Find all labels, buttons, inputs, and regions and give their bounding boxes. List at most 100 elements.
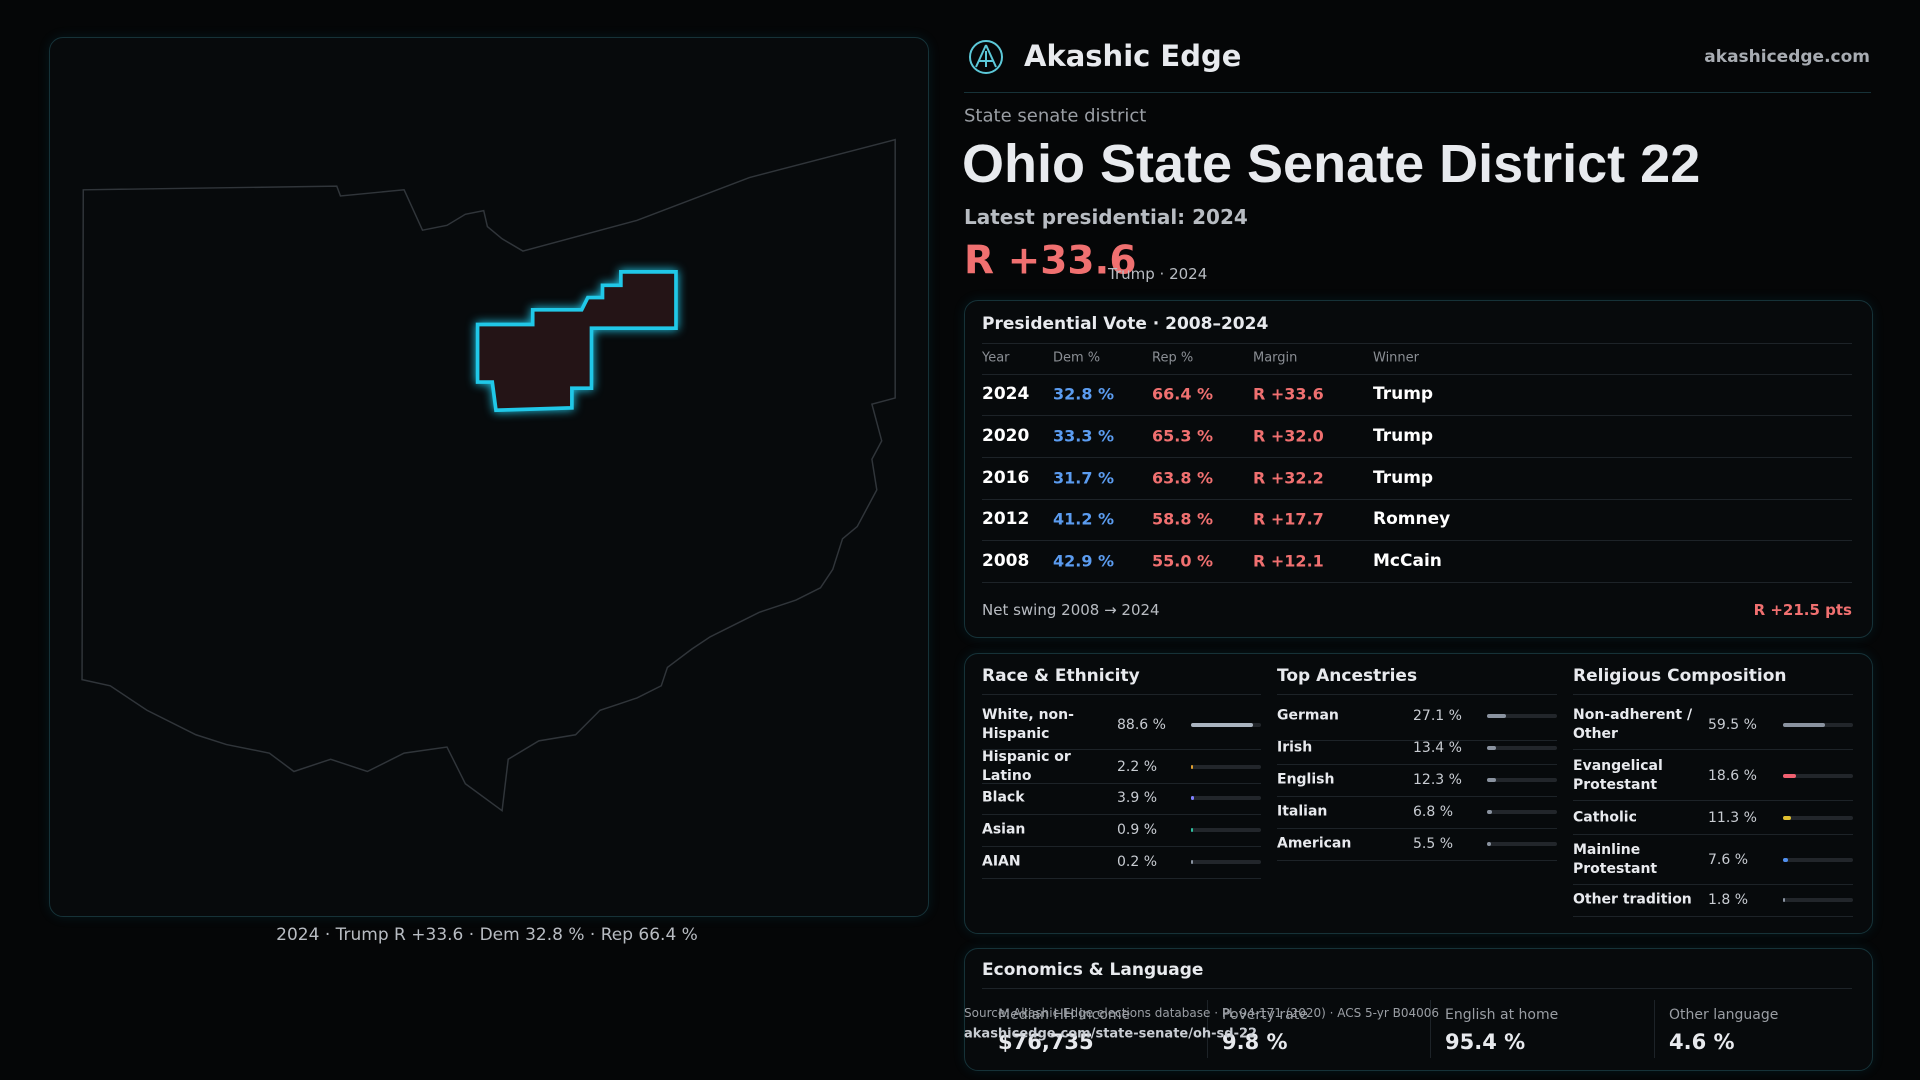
cell: 63.8 % [1152, 468, 1214, 488]
bar [1487, 778, 1496, 782]
row-value: 5.5 % [1413, 836, 1454, 852]
cell: R +33.6 [1253, 384, 1324, 404]
section-title: Religious Composition [1573, 666, 1787, 686]
bar-track [1783, 816, 1853, 820]
row-value: 27.1 % [1413, 708, 1462, 724]
row-value: 59.5 % [1708, 717, 1757, 733]
bar-track [1191, 723, 1261, 727]
divider [1430, 1000, 1431, 1058]
stat-value: $76,735 [998, 1030, 1094, 1054]
brand: Akashic Edge [1024, 39, 1242, 73]
stat-label: Other language [1669, 1007, 1779, 1023]
latest: Latest presidential: 2024 [964, 205, 1248, 229]
vote-panel [964, 300, 1873, 638]
cell: Trump [1373, 384, 1434, 404]
margin-note: Trump · 2024 [1108, 265, 1208, 283]
logo [969, 40, 1003, 74]
net-swing-value: R +21.5 pts [1753, 601, 1852, 619]
cell: 2012 [982, 509, 1030, 529]
divider [982, 415, 1852, 416]
divider [982, 343, 1852, 344]
divider [982, 878, 1261, 879]
cell: Trump [1373, 468, 1434, 488]
row-label: Italian [1277, 803, 1328, 820]
row-label: AIAN [982, 853, 1021, 870]
net-swing-label: Net swing 2008 → 2024 [982, 601, 1160, 619]
stat-label: Poverty rate [1222, 1007, 1308, 1023]
bar [1191, 765, 1193, 769]
economics-panel [964, 948, 1873, 1071]
row-value: 18.6 % [1708, 768, 1757, 784]
source-url[interactable]: akashicedge.com/state-senate/oh-sd-22 [964, 1026, 1258, 1042]
district-shape [475, 270, 678, 413]
cell: R +17.7 [1253, 509, 1324, 529]
row-label: American [1277, 835, 1352, 852]
bar-track [1783, 858, 1853, 862]
site[interactable]: akashicedge.com [1704, 47, 1870, 67]
bar-track [1487, 778, 1557, 782]
bar-track [1783, 723, 1853, 727]
row-label: Evangelical Protestant [1573, 758, 1663, 793]
divider [982, 783, 1261, 784]
divider [1654, 1000, 1655, 1058]
row-label: English [1277, 771, 1335, 788]
bar-track [1487, 842, 1557, 846]
row-value: 0.9 % [1117, 822, 1158, 838]
cell: Romney [1373, 509, 1451, 529]
cell: 58.8 % [1152, 509, 1214, 529]
stat-value: 95.4 % [1445, 1030, 1526, 1054]
divider [1573, 749, 1853, 750]
divider [982, 694, 1261, 695]
divider [982, 749, 1261, 750]
stat-value: 9.8 % [1222, 1030, 1288, 1054]
section-title: Presidential Vote · 2008–2024 [982, 314, 1269, 334]
row-value: 6.8 % [1413, 804, 1454, 820]
bar [1487, 746, 1497, 750]
cell: 2024 [982, 384, 1030, 404]
divider [1573, 834, 1853, 835]
row-label: Other tradition [1573, 891, 1692, 908]
cell: 42.9 % [1053, 551, 1115, 571]
row-value: 3.9 % [1117, 790, 1158, 806]
cell: 31.7 % [1053, 468, 1115, 488]
cell: 65.3 % [1152, 426, 1214, 446]
cell: 41.2 % [1053, 509, 1115, 529]
row-label: Black [982, 789, 1025, 806]
cell: 2020 [982, 426, 1030, 446]
divider [1207, 1000, 1208, 1058]
bar [1783, 858, 1789, 862]
divider [982, 457, 1852, 458]
divider [1573, 694, 1853, 695]
title: Ohio State Senate District 22 [962, 134, 1701, 194]
source: Source: Akashic Edge elections database … [964, 1006, 1440, 1020]
row-label: Hispanic or Latino [982, 749, 1071, 784]
margin: R +33.6 [964, 238, 1137, 284]
row-label: Catholic [1573, 809, 1637, 826]
cell: 66.4 % [1152, 384, 1214, 404]
demographics-panel [964, 653, 1873, 934]
stat-value: 4.6 % [1669, 1030, 1735, 1054]
row-value: 13.4 % [1413, 740, 1462, 756]
kicker: State senate district [964, 105, 1147, 127]
stat-label: English at home [1445, 1007, 1559, 1023]
divider [1277, 828, 1557, 829]
state-outline [81, 138, 896, 813]
divider [982, 814, 1261, 815]
section-title: Top Ancestries [1277, 666, 1418, 686]
row-label: White, non-Hispanic [982, 707, 1074, 742]
column-header: Dem % [1053, 350, 1101, 366]
stat-label: Median HH income [998, 1007, 1131, 1023]
cell: 2008 [982, 551, 1030, 571]
cell: 55.0 % [1152, 551, 1214, 571]
bar [1487, 810, 1492, 814]
bar [1191, 860, 1193, 864]
bar [1783, 898, 1785, 902]
divider [1573, 800, 1853, 801]
cell: Trump [1373, 426, 1434, 446]
divider [1277, 764, 1557, 765]
column-header: Margin [1253, 350, 1298, 366]
row-value: 1.8 % [1708, 892, 1749, 908]
divider [982, 540, 1852, 541]
bar-track [1191, 796, 1261, 800]
